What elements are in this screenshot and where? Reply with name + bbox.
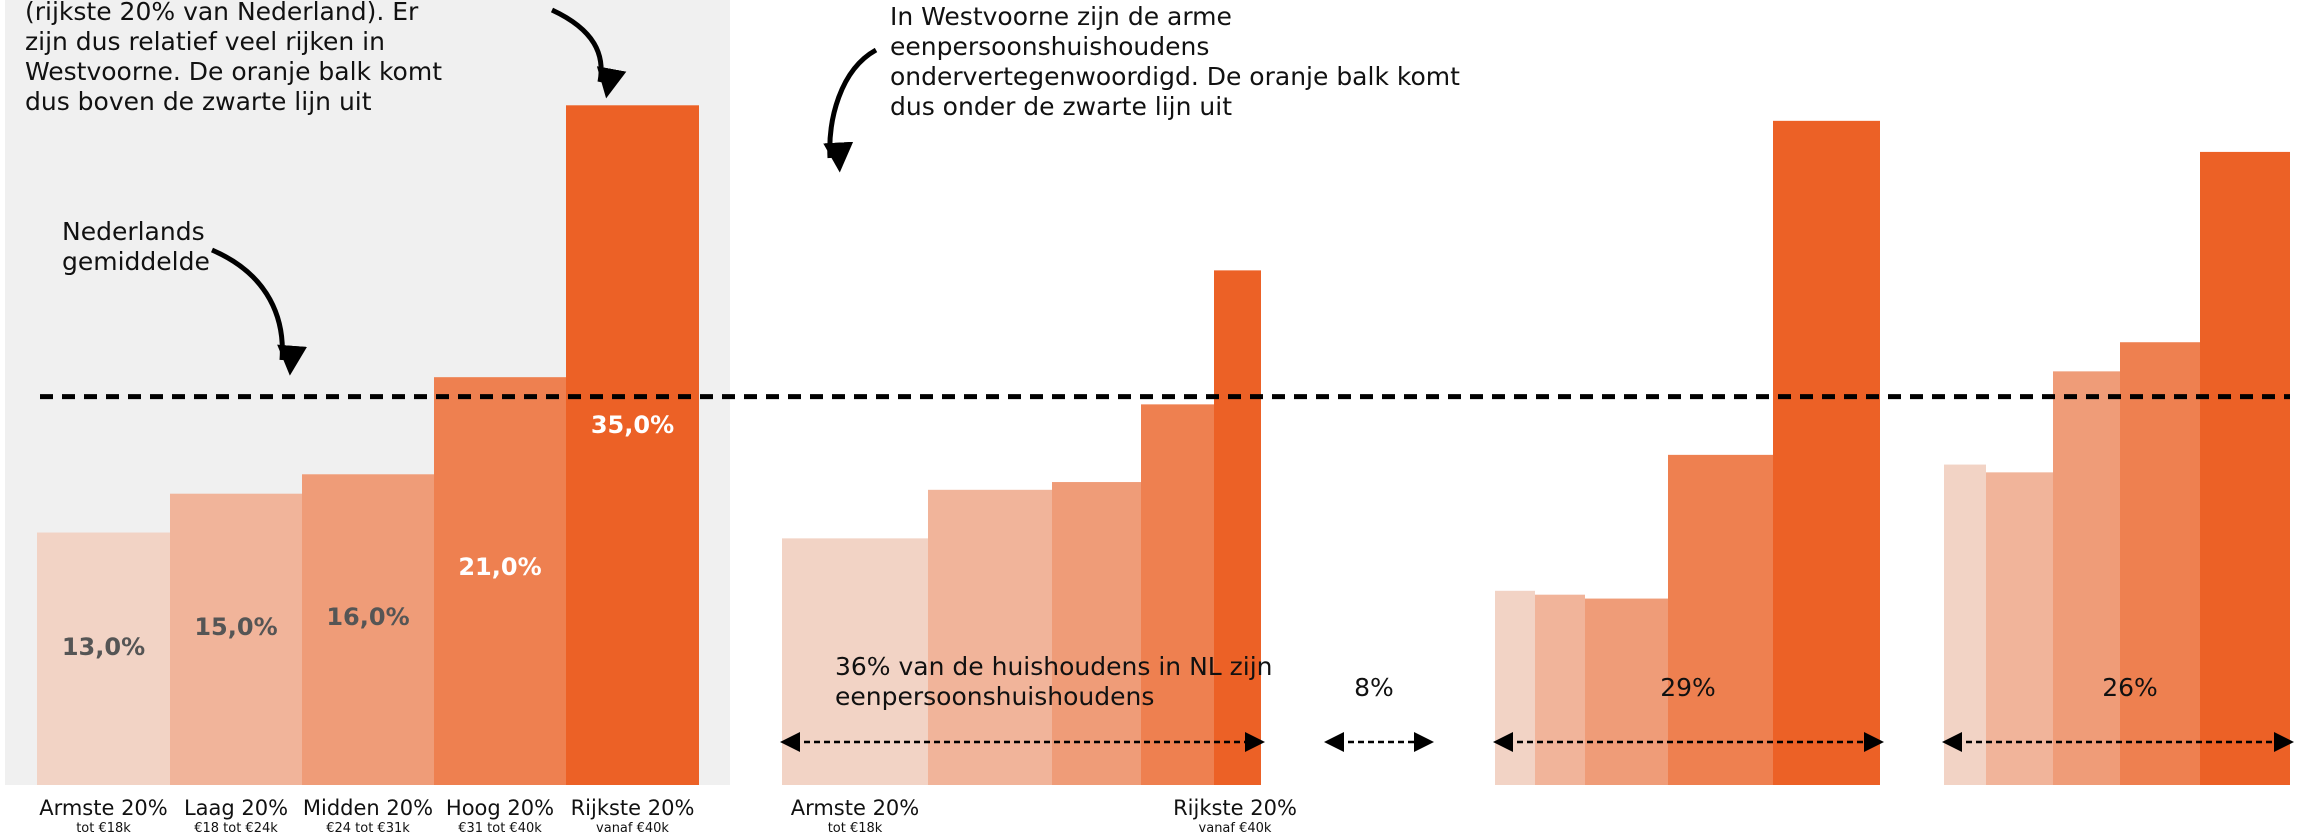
bar-p2-5	[1214, 270, 1261, 785]
x-tick-label-4: Hoog 20%	[446, 796, 554, 820]
annotation-poor-single-households: In Westvoorne zijn de arme eenpersoonshui…	[890, 2, 1460, 121]
x-tick-label-2: Laag 20%	[184, 796, 288, 820]
bar-p1-1	[37, 532, 170, 785]
x-tick-sublabel-3: €24 tot €31k	[326, 821, 410, 836]
bar-p2-2	[928, 489, 1052, 785]
bar-p5-2	[1986, 472, 2053, 785]
span-label-p4: 29%	[1660, 673, 1716, 702]
arrow-to-poor-bar	[823, 47, 878, 173]
p2-x-tick-left: Armste 20%	[791, 796, 920, 820]
bar-p5-5	[2200, 151, 2290, 785]
p2-x-tick-sub-left: tot €18k	[828, 821, 883, 836]
bar-p2-4	[1141, 404, 1214, 785]
span-label-p3: 8%	[1354, 673, 1394, 702]
x-tick-sublabel-1: tot €18k	[76, 821, 131, 836]
bar-p4-4	[1668, 454, 1773, 785]
value-label-1: 13,0%	[62, 633, 145, 661]
bar-p1-2	[170, 493, 302, 785]
bar-p4-2	[1535, 594, 1585, 785]
span-label-p2: 36% van de huishoudens in NL zijn eenpers…	[835, 652, 1273, 711]
arrow-to-richest-bar	[550, 7, 627, 99]
bar-p5-4	[2120, 342, 2200, 785]
x-tick-sublabel-2: €18 tot €24k	[194, 821, 278, 836]
x-tick-sublabel-4: €31 tot €40k	[458, 821, 542, 836]
bar-p1-3	[302, 474, 434, 785]
p2-x-tick-right: Rijkste 20%	[1173, 796, 1297, 820]
x-tick-label-3: Midden 20%	[303, 796, 433, 820]
bar-p4-5	[1773, 120, 1880, 785]
bar-p5-1	[1944, 464, 1986, 785]
x-tick-label-5: Rijkste 20%	[571, 796, 695, 820]
annotation-nl-average: Nederlands gemiddelde	[62, 217, 210, 276]
value-label-3: 16,0%	[326, 603, 409, 631]
p2-x-tick-sub-right: vanaf €40k	[1199, 821, 1272, 836]
arrow-to-reference-line	[211, 247, 308, 376]
bar-p1-5	[566, 105, 699, 786]
value-label-5: 35,0%	[591, 411, 674, 439]
bar-p1-4	[434, 377, 566, 785]
bar-p4-3	[1585, 598, 1668, 785]
value-label-2: 15,0%	[194, 613, 277, 641]
bar-p2-3	[1052, 482, 1141, 785]
span-label-p5: 26%	[2102, 673, 2158, 702]
annotation-rich-westvoorne: (rijkste 20% van Nederland). Er zijn dus …	[25, 0, 442, 116]
bar-p4-1	[1495, 590, 1535, 785]
bar-p5-3	[2053, 371, 2120, 785]
x-tick-sublabel-5: vanaf €40k	[596, 821, 669, 836]
x-tick-label-1: Armste 20%	[39, 796, 168, 820]
value-label-4: 21,0%	[458, 553, 541, 581]
